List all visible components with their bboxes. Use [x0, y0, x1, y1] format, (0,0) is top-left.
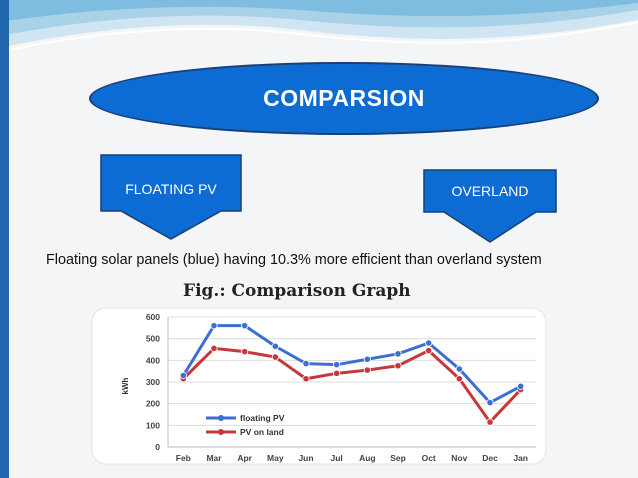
data-point [425, 346, 433, 355]
comparison-line-chart: 0 100 200 300 400 500 600 kWh Feb Mar Apr May Jun Jul… [91, 307, 547, 465]
y-axis-label: kWh [121, 377, 130, 394]
title-ellipse [89, 62, 599, 135]
data-point [455, 365, 463, 373]
x-tick-label: Sep [390, 453, 406, 463]
y-tick-label: 400 [146, 355, 160, 365]
x-tick-label: Mar [206, 453, 222, 463]
left-accent-bar [0, 0, 9, 478]
data-point [241, 322, 249, 330]
right-arrow-label: OVERLAND [451, 183, 529, 199]
data-point [394, 350, 402, 358]
series-line-pv-on-land [182, 346, 522, 424]
data-point [425, 339, 433, 347]
x-tick-label: Aug [359, 453, 376, 463]
data-point [210, 344, 218, 353]
y-tick-label: 0 [155, 442, 160, 452]
legend-label: floating PV [240, 413, 285, 423]
data-point [455, 375, 463, 383]
y-tick-label: 100 [146, 420, 160, 430]
legend-marker [218, 415, 224, 421]
data-point [302, 375, 310, 383]
x-tick-label: Apr [237, 453, 252, 463]
data-point [241, 348, 249, 356]
left-down-arrow [100, 154, 242, 240]
data-point [271, 353, 279, 361]
x-tick-label: Oct [422, 453, 436, 463]
x-tick-label: Feb [176, 453, 191, 463]
data-point [271, 342, 279, 350]
x-tick-label: Jul [331, 453, 343, 463]
data-point [363, 355, 371, 363]
data-point [486, 418, 494, 426]
y-tick-label: 600 [146, 312, 160, 322]
left-arrow-label: FLOATING PV [125, 181, 217, 197]
chart-card [91, 307, 547, 465]
x-tick-label: May [267, 453, 284, 463]
y-tick-label: 500 [146, 334, 160, 344]
data-point [333, 369, 341, 377]
comparison-statement: Floating solar panels (blue) having 10.3… [46, 252, 542, 268]
header-wave-decoration [0, 0, 638, 53]
data-point [363, 366, 371, 374]
data-point [394, 362, 402, 370]
data-point [517, 382, 525, 390]
x-tick-label: Jan [513, 453, 528, 463]
x-tick-label: Nov [451, 453, 467, 463]
data-point [179, 371, 187, 380]
x-tick-label: Jun [298, 453, 313, 463]
data-point [333, 361, 341, 369]
data-point [210, 322, 218, 330]
slide-title: COMPARSION [263, 85, 425, 111]
right-down-arrow [423, 169, 557, 243]
series-line-floating-pv [182, 324, 522, 405]
x-tick-label: Dec [482, 453, 498, 463]
y-tick-label: 200 [146, 399, 160, 409]
y-tick-label: 300 [146, 377, 160, 387]
data-point [486, 398, 494, 407]
figure-caption: Fig.: Comparison Graph [183, 281, 411, 301]
legend-label: PV on land [240, 427, 284, 437]
data-point [302, 359, 310, 368]
legend-marker [218, 429, 224, 435]
